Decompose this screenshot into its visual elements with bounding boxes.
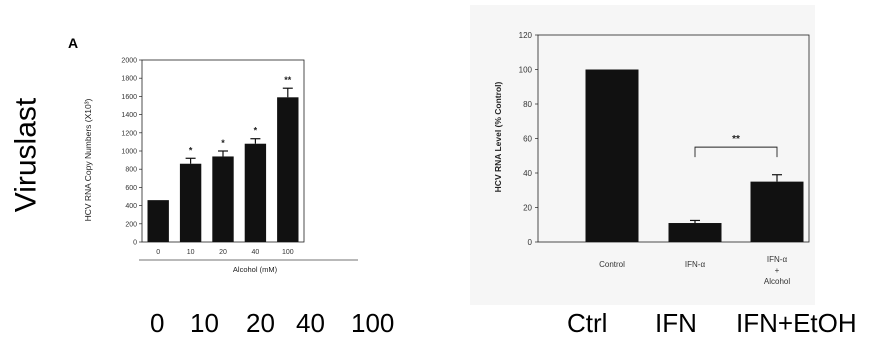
bottom-label-0: 0 — [150, 308, 165, 338]
chart-b-xtick-control: Control — [599, 260, 625, 269]
chart-b-bar — [668, 223, 722, 242]
chart-b-bracket — [694, 146, 778, 158]
chart-a-ytick-label: 1400 — [121, 112, 137, 119]
chart-b-bar — [585, 69, 639, 242]
chart-a-bar — [179, 163, 202, 242]
chart-a-ytick-label: 400 — [125, 203, 137, 210]
chart-a-ytick-label: 1600 — [121, 94, 137, 101]
chart-a-bars: 0 * 10 * 20 * 40 ** 100 — [147, 75, 299, 256]
chart-a-xtick-label: 20 — [219, 249, 227, 256]
chart-a-xtick-label: 10 — [187, 249, 195, 256]
chart-b-ytick-label: 80 — [523, 100, 532, 109]
chart-a-significance: * — [189, 145, 193, 155]
chart-a-significance: * — [254, 126, 258, 136]
bottom-label-40: 40 — [296, 308, 325, 338]
bottom-label-100: 100 — [351, 308, 395, 338]
bottom-label-ifn: IFN — [655, 308, 697, 338]
bottom-label-10: 10 — [190, 308, 219, 338]
chart-a-ytick-label: 0 — [133, 240, 137, 247]
chart-b-ytick-label: 20 — [523, 204, 532, 213]
chart-b-significance: ** — [732, 134, 740, 145]
side-label: Viruslast — [6, 60, 46, 250]
chart-b-xtick-ifn-alcohol: IFN-α + Alcohol — [764, 255, 790, 286]
chart-b-ytick-label: 0 — [528, 238, 533, 247]
chart-a-ytick-label: 1000 — [121, 149, 137, 156]
chart-a-bar — [244, 143, 267, 242]
panel-label-a: A — [68, 35, 78, 51]
chart-a-significance: * — [221, 138, 225, 148]
chart-a-xtick-label: 40 — [252, 249, 260, 256]
chart-b-ytick-label: 40 — [523, 169, 532, 178]
chart-b: HCV RNA Level (% Control) 0 20 40 60 80 100 12… — [470, 5, 815, 305]
bottom-label-ifn-etoh: IFN+EtOH — [736, 308, 857, 338]
chart-a-bar — [277, 97, 299, 242]
viruslast-label: Viruslast — [9, 97, 42, 213]
chart-a-ytick-label: 200 — [125, 221, 137, 228]
chart-b-xtick-ifn: IFN-α — [685, 260, 706, 269]
bottom-label-20: 20 — [246, 308, 275, 338]
chart-b-ytick-label: 120 — [519, 31, 533, 40]
chart-a-ytick-label: 1200 — [121, 130, 137, 137]
chart-a-ytick-label: 800 — [125, 167, 137, 174]
chart-b-ytick-label: 100 — [519, 66, 533, 75]
chart-a-xtick-label: 0 — [156, 249, 160, 256]
chart-b-ytick-label: 60 — [523, 135, 532, 144]
chart-a-ylabel: HCV RNA Copy Numbers (X10³) — [83, 98, 93, 221]
chart-a-ytick-label: 2000 — [121, 58, 137, 65]
chart-b-background — [470, 5, 815, 305]
bottom-label-ctrl: Ctrl — [567, 308, 608, 338]
chart-a-xlabel: Alcohol (mM) — [233, 265, 278, 274]
chart-a-significance: ** — [284, 75, 292, 85]
chart-a-bar — [212, 156, 234, 242]
chart-a-bar — [147, 200, 169, 242]
chart-a-ytick-label: 600 — [125, 185, 137, 192]
chart-a-ytick-label: 1800 — [121, 76, 137, 83]
chart-b-ylabel: HCV RNA Level (% Control) — [493, 82, 503, 193]
chart-b-bars: Control IFN-α IFN-α + Alcohol ** — [585, 69, 804, 286]
chart-a: A HCV RNA Copy Numbers (X10³) 0200400600… — [68, 35, 358, 274]
chart-b-bar — [750, 181, 804, 242]
chart-a-xtick-label: 100 — [282, 249, 294, 256]
